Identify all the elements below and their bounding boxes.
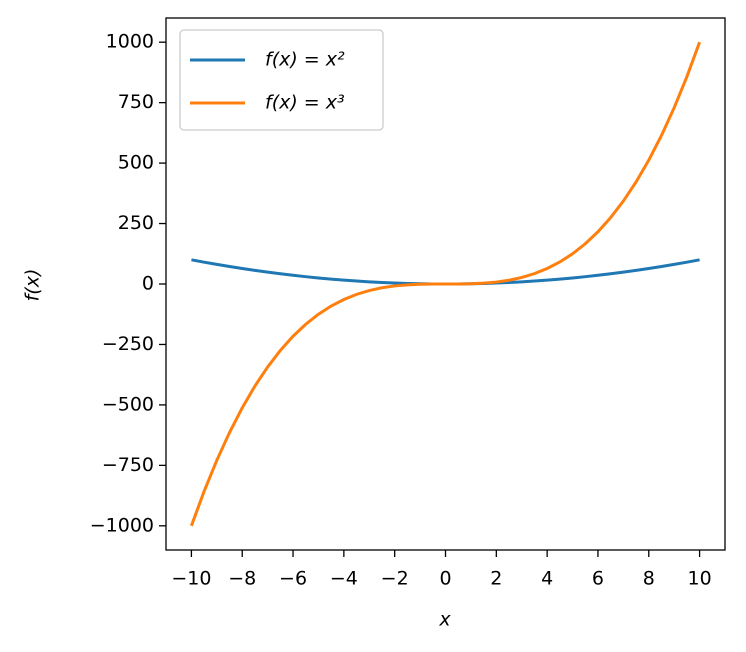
x-tick-label: −10 bbox=[171, 568, 211, 590]
y-axis-label: f(x) bbox=[22, 269, 44, 302]
y-tick-label: 750 bbox=[118, 91, 154, 113]
y-tick-label: 1000 bbox=[106, 31, 154, 53]
x-axis-label: x bbox=[438, 609, 451, 631]
legend-label: f(x) = x³ bbox=[265, 92, 345, 114]
plot-frame bbox=[165, 17, 726, 551]
x-tick-label: −6 bbox=[279, 568, 307, 590]
x-tick-label: −8 bbox=[228, 568, 256, 590]
x-tick-label: 2 bbox=[490, 568, 502, 590]
x-tick-label: 8 bbox=[643, 568, 655, 590]
x-tick-label: 4 bbox=[541, 568, 553, 590]
legend-label: f(x) = x² bbox=[265, 49, 345, 71]
y-tick-label: 0 bbox=[142, 273, 154, 295]
legend-box bbox=[179, 29, 384, 131]
x-tick-label: −2 bbox=[381, 568, 409, 590]
x-tick-label: −4 bbox=[330, 568, 358, 590]
line bbox=[191, 258, 700, 286]
x-tick-label: 10 bbox=[687, 568, 711, 590]
y-tick-label: −750 bbox=[102, 454, 154, 476]
x-tick-label: 6 bbox=[592, 568, 604, 590]
y-tick-label: −500 bbox=[102, 393, 154, 415]
y-tick-label: −1000 bbox=[90, 514, 154, 536]
y-tick-label: −250 bbox=[102, 333, 154, 355]
y-tick-label: 250 bbox=[118, 212, 154, 234]
x-tick-label: 0 bbox=[439, 568, 451, 590]
line bbox=[190, 41, 701, 527]
y-tick-label: 500 bbox=[118, 152, 154, 174]
